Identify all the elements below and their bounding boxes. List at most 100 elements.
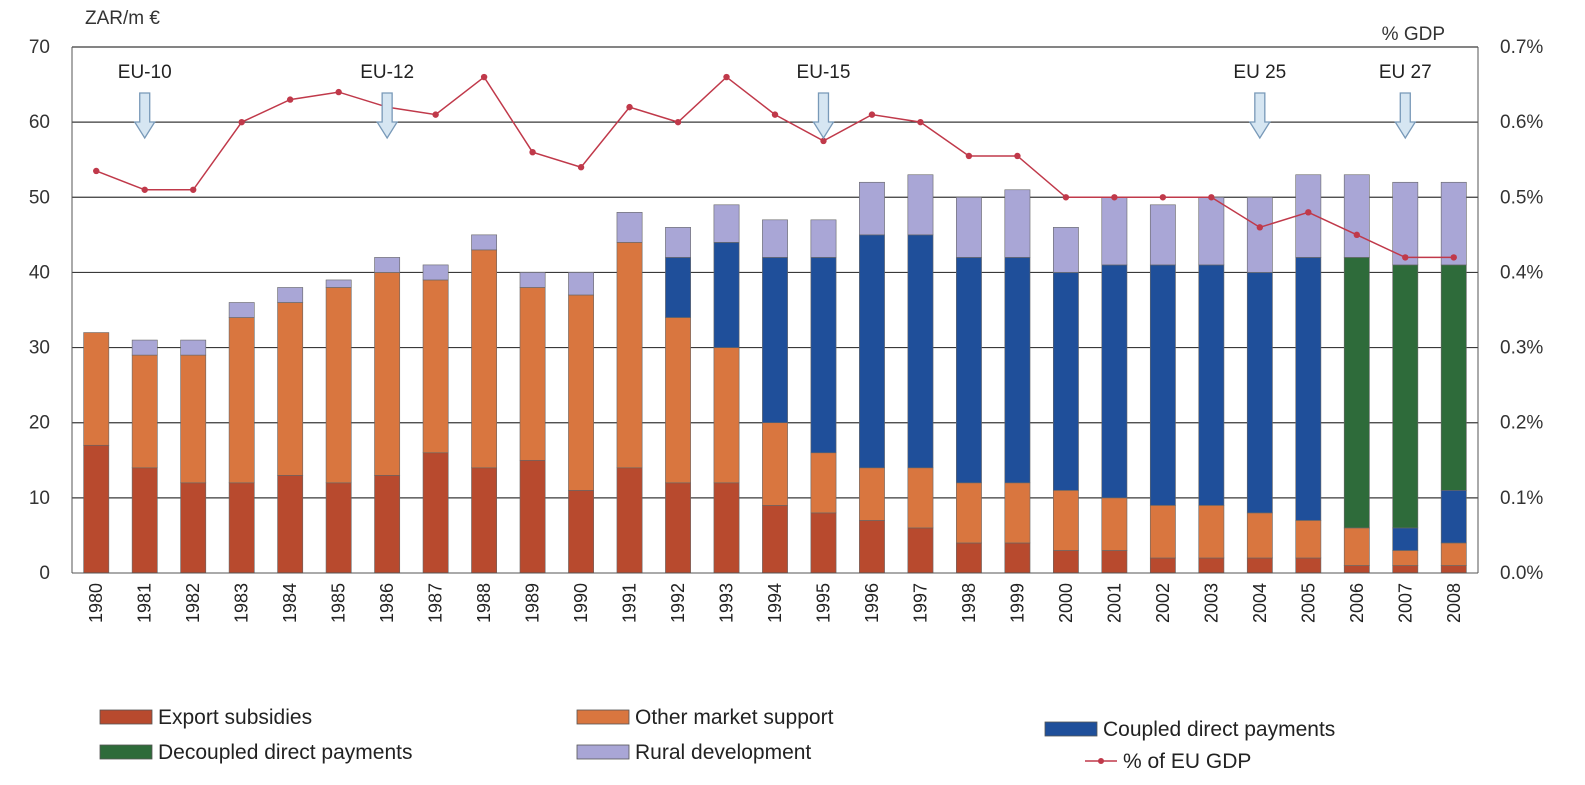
- x-tick-label: 2000: [1056, 583, 1076, 623]
- x-tick-label: 2002: [1153, 583, 1173, 623]
- gdp-point: [1305, 209, 1312, 216]
- x-tick-label: 2001: [1104, 583, 1124, 623]
- x-tick-label: 2008: [1444, 583, 1464, 623]
- bar-segment-2: [1198, 264, 1225, 506]
- bar-segment-0: [374, 475, 401, 574]
- down-arrow-icon: [812, 92, 835, 140]
- axes: 0 10 20 30 40 50 60 70 0.0% 0.1% 0.2% 0.3% 0.4% 0.5% 0…: [29, 37, 1544, 623]
- bar-segment-4: [519, 272, 546, 288]
- y-tick-label: 20: [29, 413, 50, 434]
- bar-segment-4: [1343, 174, 1370, 258]
- gdp-point: [1450, 254, 1457, 261]
- gdp-point: [771, 111, 779, 118]
- y-tick-label: 0: [39, 563, 50, 584]
- bar-segment-0: [325, 482, 352, 574]
- y-tick-label: 60: [29, 112, 50, 133]
- bar-segment-3: [1440, 264, 1467, 491]
- x-tick-label: 1999: [1007, 583, 1027, 623]
- bar-segment-1: [859, 467, 885, 521]
- gdp-point: [1208, 194, 1215, 201]
- y-tick-label: 30: [29, 338, 50, 359]
- bar-segment-1: [713, 347, 740, 484]
- gdp-point: [1256, 224, 1264, 231]
- y2-tick-label: 0.2%: [1500, 413, 1543, 434]
- bar-segment-0: [762, 505, 788, 574]
- bar-segment-0: [1052, 550, 1079, 574]
- x-tick-label: 1982: [183, 583, 203, 623]
- bar-segment-0: [956, 542, 982, 574]
- bar-segment-4: [277, 287, 304, 303]
- bar-segment-0: [277, 475, 304, 574]
- x-tick-label: 2004: [1250, 583, 1270, 623]
- x-tick-label: 1998: [959, 583, 979, 623]
- gdp-point: [141, 186, 148, 193]
- gdp-point: [93, 167, 100, 175]
- bar-segment-4: [762, 219, 788, 258]
- gdp-point: [577, 164, 585, 171]
- enlargement-label: EU 27: [1379, 62, 1432, 83]
- bar-segment-1: [422, 279, 449, 454]
- bar-segment-4: [810, 219, 837, 258]
- bar-segment-4: [422, 264, 449, 281]
- x-tick-label: 1990: [571, 583, 591, 623]
- bar-segment-4: [374, 257, 401, 273]
- x-tick-label: 2005: [1298, 583, 1318, 623]
- bar-segment-1: [810, 452, 837, 514]
- bar-segment-4: [568, 272, 594, 296]
- bar-segment-0: [471, 467, 498, 574]
- gdp-point: [868, 111, 876, 118]
- bar-segment-4: [859, 181, 885, 236]
- bar-segment-1: [1149, 505, 1176, 559]
- y2-tick-label: 0.6%: [1500, 112, 1543, 133]
- bar-segment-0: [907, 527, 934, 574]
- legend-label: Coupled direct payments: [1103, 718, 1335, 741]
- x-tick-label: 2007: [1395, 583, 1415, 623]
- x-tick-label: 1988: [474, 583, 494, 623]
- gdp-point: [917, 118, 924, 126]
- bar-segment-4: [665, 227, 691, 258]
- bar-segment-1: [180, 354, 207, 484]
- bar-segment-0: [1295, 557, 1322, 574]
- bar-segment-1: [131, 354, 158, 469]
- gdp-point: [1159, 194, 1167, 201]
- bar-segment-2: [665, 257, 691, 318]
- bar-segment-0: [665, 482, 691, 574]
- gdp-line: [93, 73, 1457, 261]
- bar-segment-4: [1392, 181, 1419, 266]
- y-tick-label: 40: [29, 262, 50, 283]
- x-tick-label: 1984: [280, 583, 300, 623]
- gdp-point: [480, 73, 488, 81]
- x-tick-label: 1992: [668, 583, 688, 623]
- x-tick-label: 1996: [862, 583, 882, 623]
- bar-segment-0: [713, 482, 740, 574]
- bar-segment-2: [1101, 264, 1128, 499]
- x-tick-label: 1986: [377, 583, 397, 623]
- bar-segment-2: [859, 234, 885, 469]
- gdp-point: [190, 186, 197, 193]
- bar-segment-2: [1295, 257, 1322, 521]
- bar-segment-0: [1004, 542, 1031, 574]
- x-tick-label: 1991: [620, 583, 640, 623]
- legend-label: Export subsidies: [158, 706, 312, 729]
- bar-segment-2: [762, 257, 788, 424]
- bar-segment-0: [859, 520, 885, 574]
- y-tick-label: 70: [29, 37, 50, 58]
- gdp-point: [432, 111, 439, 118]
- bar-segment-2: [1440, 490, 1467, 544]
- bar-segment-1: [665, 317, 691, 484]
- x-tick-label: 1987: [426, 583, 446, 623]
- y2-tick-label: 0.0%: [1500, 563, 1543, 584]
- legend-swatch: [99, 744, 153, 760]
- gdp-point: [1353, 231, 1360, 239]
- bar-segment-0: [228, 482, 255, 574]
- gdp-point: [529, 149, 536, 156]
- bar-segment-2: [1004, 257, 1031, 484]
- down-arrow-icon: [375, 92, 399, 140]
- x-tick-label: 1985: [329, 583, 349, 623]
- gdp-point: [1402, 254, 1409, 261]
- legend-swatch: [576, 744, 630, 760]
- bar-segment-4: [713, 204, 740, 243]
- bar-segment-0: [131, 467, 158, 574]
- bar-segment-4: [1246, 196, 1273, 273]
- bar-segment-0: [1392, 565, 1419, 574]
